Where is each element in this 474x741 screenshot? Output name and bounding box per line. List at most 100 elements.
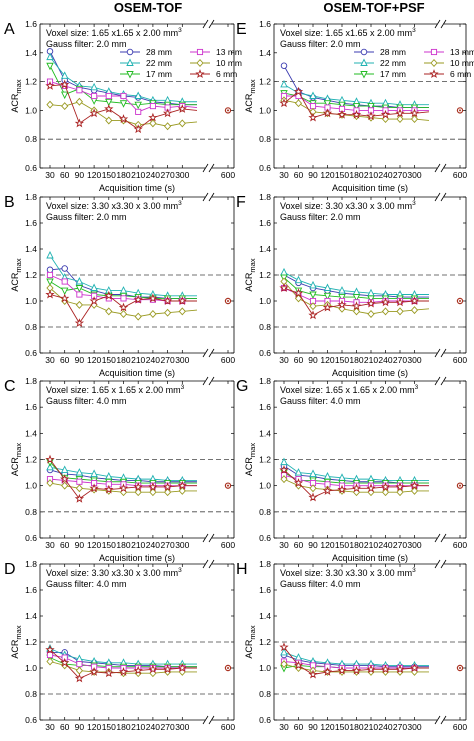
legend-label-28mm: 28 mm [380, 47, 406, 57]
data-point [119, 286, 128, 294]
data-point [323, 283, 332, 291]
data-point [76, 87, 83, 94]
y-tick-label: 1.2 [25, 77, 37, 87]
y-tick-label: 1.6 [259, 218, 271, 228]
data-point [60, 91, 69, 100]
x-tick-label: 300 [407, 170, 421, 180]
x-tick-label: 600 [453, 355, 467, 365]
x-tick-label: 600 [453, 170, 467, 180]
axis-break-mark [440, 376, 447, 386]
x-tick-label: 30 [279, 170, 289, 180]
data-point [46, 278, 54, 287]
y-tick-label: 1.6 [259, 585, 271, 595]
data-point [280, 457, 288, 466]
panel-letter: F [236, 194, 246, 211]
data-point [76, 291, 83, 298]
x-tick-label: 210 [364, 722, 378, 732]
legend-marker-17mm [126, 71, 134, 79]
data-point [74, 673, 85, 683]
y-tick-label: 0.6 [25, 163, 37, 173]
data-point [119, 100, 128, 108]
legend-marker-22mm [126, 58, 134, 66]
x-tick-label: 600 [221, 722, 235, 732]
data-point [46, 62, 54, 71]
voxel-size-note: Voxel size: 1.65 x 1.65 x 2.00 mm3 [46, 384, 185, 395]
data-point [178, 119, 186, 128]
data-point [395, 297, 405, 307]
x-tick-label: 210 [364, 355, 378, 365]
x-tick-label: 180 [349, 540, 363, 550]
data-point [367, 310, 375, 318]
gauss-filter-note: Gauss filter: 4.0 mm [280, 579, 361, 589]
reference-point-center [227, 300, 229, 302]
x-tick-label: 180 [116, 540, 130, 550]
gauss-filter-note: Gauss filter: 2.0 mm [46, 39, 127, 49]
x-tick-label: 240 [378, 722, 392, 732]
voxel-size-note: Voxel size: 1.65 x 1.65 x 2.00 mm3 [280, 384, 419, 395]
data-point [322, 108, 333, 118]
y-axis-label-sub: max [14, 79, 23, 93]
y-tick-label: 0.8 [259, 322, 271, 332]
data-point [104, 290, 114, 300]
x-tick-label: 90 [308, 722, 318, 732]
data-point [293, 288, 304, 298]
data-point [323, 100, 332, 108]
y-tick-label: 1.8 [259, 376, 271, 386]
axis-break-mark [208, 533, 215, 543]
x-tick-label: 150 [102, 355, 116, 365]
y-tick-label: 0.8 [259, 134, 271, 144]
x-tick-label: 120 [320, 722, 334, 732]
axis-break-mark [208, 376, 215, 386]
data-point [366, 483, 376, 493]
gauss-filter-note: Gauss filter: 4.0 mm [46, 396, 127, 406]
y-axis-label: ACRmax [10, 443, 23, 476]
data-point [61, 278, 68, 285]
data-point [134, 101, 142, 110]
y-tick-label: 1.4 [259, 428, 271, 438]
y-tick-label: 0.6 [259, 348, 271, 358]
x-tick-label: 180 [349, 355, 363, 365]
x-axis-label: Acquisition time (s) [332, 183, 408, 193]
data-point [381, 307, 390, 316]
y-tick-label: 1.6 [259, 402, 271, 412]
data-point [119, 310, 128, 318]
y-tick-label: 1.2 [259, 270, 271, 280]
legend-marker-13mm [196, 48, 204, 56]
y-tick-label: 1.0 [25, 481, 37, 491]
data-point [294, 468, 303, 476]
data-point [322, 485, 333, 495]
data-point [395, 664, 405, 674]
x-tick-label: 270 [393, 355, 407, 365]
data-point [351, 483, 362, 493]
x-tick-label: 300 [175, 540, 189, 550]
axis-break-mark [434, 376, 441, 386]
data-point [133, 294, 143, 304]
data-point [293, 86, 304, 96]
x-tick-label: 240 [378, 170, 392, 180]
data-point [178, 307, 186, 316]
y-tick-label: 0.6 [259, 715, 271, 725]
data-point [309, 469, 317, 477]
x-tick-label: 210 [364, 540, 378, 550]
voxel-size-note: Voxel size: 3.30 x3.30 x 3.00 mm3 [280, 567, 416, 578]
x-tick-label: 30 [279, 540, 289, 550]
x-tick-label: 120 [320, 355, 334, 365]
data-point [118, 666, 129, 676]
data-point [134, 312, 142, 321]
data-point [280, 79, 288, 88]
reference-point-center [459, 109, 461, 112]
data-point [396, 307, 404, 316]
x-tick-label: 120 [320, 540, 334, 550]
reference-point-center [459, 300, 461, 302]
axis-break-mark [208, 163, 215, 173]
reference-point [224, 482, 232, 489]
series-13mm [46, 271, 197, 305]
x-tick-label: 60 [294, 722, 304, 732]
panel-letter: E [236, 21, 247, 38]
voxel-size-text: Voxel size: 3.30 x3.30 x 3.00 mm [46, 568, 178, 578]
data-point [337, 665, 347, 675]
y-tick-label: 1.6 [25, 218, 37, 228]
data-point [89, 108, 99, 118]
y-tick-label: 0.8 [25, 507, 37, 517]
axis-break-mark [208, 715, 215, 725]
